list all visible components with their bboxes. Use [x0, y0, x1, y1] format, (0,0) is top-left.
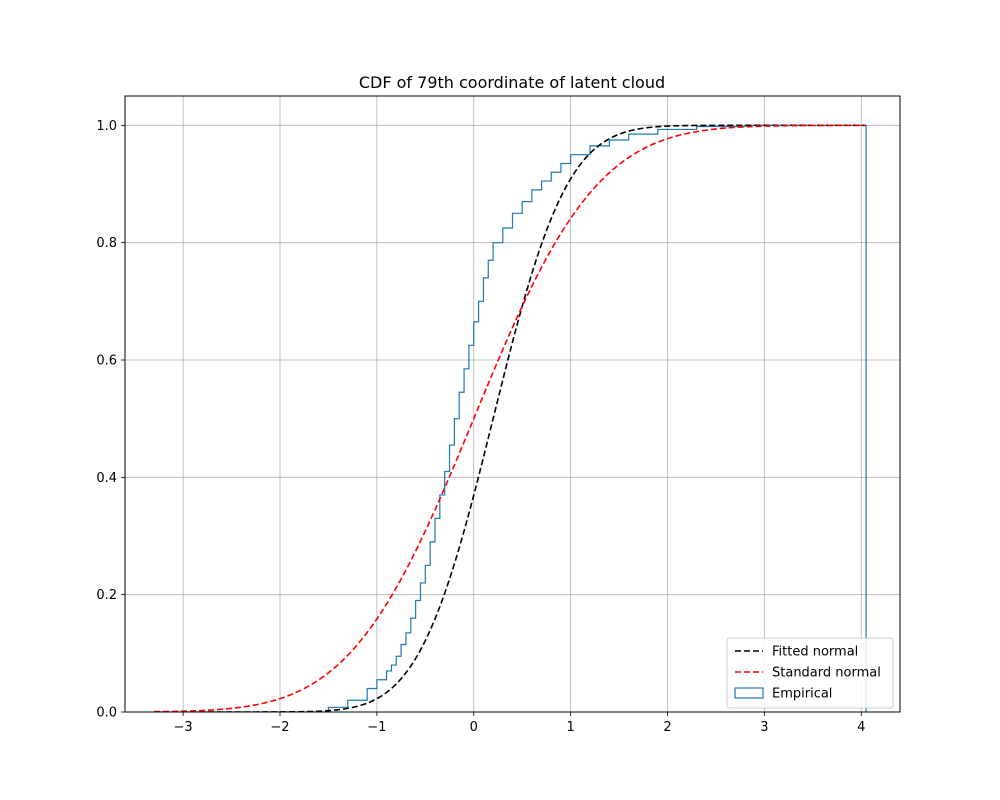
legend-label: Standard normal — [772, 666, 881, 681]
x-tick-label: 0 — [470, 720, 478, 735]
y-tick-label: 0.2 — [96, 588, 117, 603]
x-tick-label: −3 — [174, 720, 193, 735]
x-axis-ticks: −3 −2 −1 0 1 2 3 4 — [174, 712, 865, 735]
x-tick-label: 3 — [760, 720, 768, 735]
legend-label: Fitted normal — [772, 645, 858, 660]
y-tick-label: 0.6 — [96, 354, 117, 369]
y-tick-label: 0.0 — [96, 706, 117, 721]
legend-swatch-empirical — [734, 687, 764, 699]
y-axis-ticks: 0.0 0.2 0.4 0.6 0.8 1.0 — [96, 119, 125, 721]
x-tick-label: 2 — [663, 720, 671, 735]
x-tick-label: 1 — [566, 720, 574, 735]
x-tick-label: 4 — [857, 720, 865, 735]
x-tick-label: −1 — [367, 720, 386, 735]
y-tick-label: 0.8 — [96, 236, 117, 251]
x-tick-label: −2 — [270, 720, 289, 735]
legend-box — [726, 637, 894, 709]
axes-frame — [124, 95, 901, 713]
y-tick-label: 0.4 — [96, 471, 117, 486]
chart-title: CDF of 79th coordinate of latent cloud — [359, 73, 665, 92]
legend: Fitted normal Standard normal Empirical — [726, 637, 894, 709]
standard-normal-line — [154, 124, 867, 712]
legend-label: Empirical — [772, 687, 832, 702]
y-tick-label: 1.0 — [96, 119, 117, 134]
empirical-step-line — [154, 124, 867, 712]
